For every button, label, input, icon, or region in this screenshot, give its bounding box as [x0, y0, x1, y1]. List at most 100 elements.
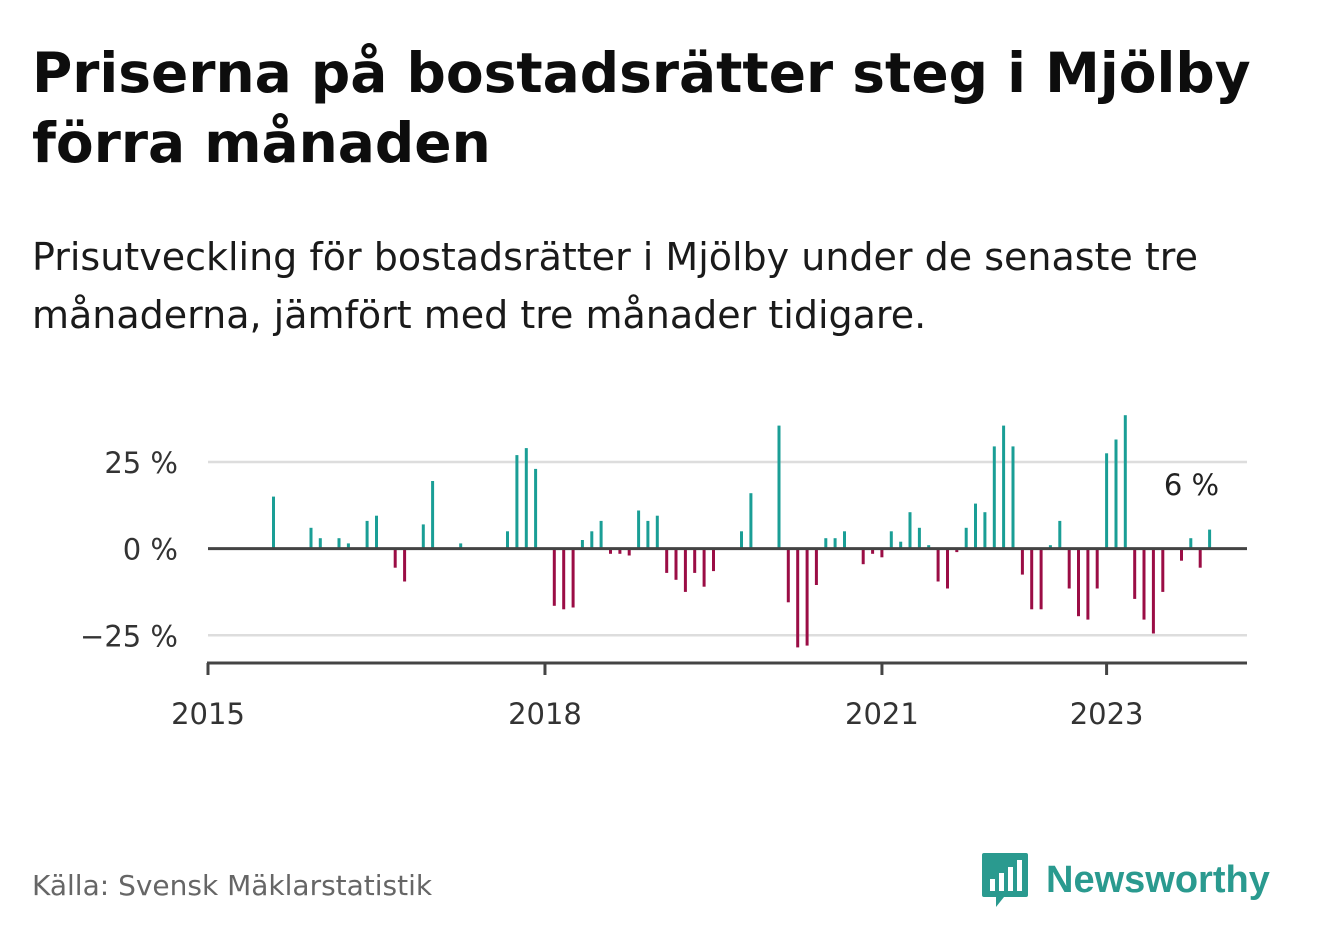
bar: [590, 531, 594, 549]
bar: [431, 481, 435, 549]
bar: [655, 515, 659, 549]
x-tick-label: 2021: [845, 697, 919, 731]
bar: [534, 468, 538, 549]
x-tick-label: 2015: [171, 697, 245, 731]
bar: [1142, 548, 1146, 620]
bar: [646, 520, 650, 549]
bar: [861, 548, 865, 565]
bar: [309, 527, 313, 549]
bar: [955, 548, 959, 553]
bar: [974, 503, 977, 549]
bar: [1105, 453, 1109, 549]
grid-lines: [208, 460, 1247, 637]
bar: [927, 545, 931, 549]
bar: [637, 510, 641, 549]
bar: [740, 531, 743, 549]
bar: [1030, 548, 1034, 610]
bar: [665, 548, 669, 573]
y-tick-labels: 25 % 0 % −25 %: [80, 446, 178, 653]
bar: [693, 548, 697, 573]
bar: [805, 548, 809, 646]
source-note: Källa: Svensk Mäklarstatistik: [32, 869, 433, 902]
bar: [702, 548, 706, 587]
y-tick-label: 25 %: [104, 446, 178, 480]
bar: [908, 512, 912, 549]
bar: [506, 531, 509, 549]
bar: [403, 548, 407, 582]
bar: [871, 548, 875, 554]
bar: [365, 520, 369, 549]
bar: [552, 548, 556, 606]
bar: [946, 548, 949, 589]
bar: [393, 548, 397, 568]
page-subtitle: Prisutveckling för bostadsrätter i Mjölb…: [32, 235, 1198, 337]
brand-logo-block: Newsworthy: [980, 848, 1270, 912]
x-tick-label: 2023: [1070, 697, 1144, 731]
bar: [346, 543, 350, 549]
bar: [880, 548, 884, 558]
bar: [917, 527, 921, 549]
bar: [1039, 548, 1043, 610]
bar: [599, 520, 603, 549]
x-tick-labels: 2015 2018 2021 2023: [171, 663, 1144, 731]
x-tick-label: 2018: [508, 697, 582, 731]
brand-name: Newsworthy: [1046, 858, 1270, 901]
bar: [375, 515, 378, 549]
y-tick-label: 0 %: [123, 533, 178, 567]
bar: [899, 541, 903, 549]
bar: [683, 548, 687, 592]
bar: [786, 548, 790, 603]
bar: [1161, 548, 1165, 592]
bar: [983, 512, 987, 549]
bar: [1198, 548, 1202, 568]
bar: [777, 425, 781, 549]
bar: [272, 496, 275, 549]
bar: [571, 548, 575, 608]
latest-value-annotation: 6 %: [1164, 468, 1219, 502]
bar: [1086, 548, 1090, 620]
bar: [459, 543, 463, 549]
bar: [796, 548, 800, 648]
bar-series: [272, 415, 1212, 648]
bar: [843, 531, 846, 549]
bar: [618, 548, 622, 554]
newsworthy-logo-icon: [982, 853, 1028, 907]
bar: [936, 548, 940, 582]
bar: [1208, 529, 1212, 549]
bar: [674, 548, 678, 580]
bar: [749, 493, 753, 549]
bar: [524, 448, 528, 549]
bar: [421, 524, 425, 549]
y-tick-label: −25 %: [80, 619, 178, 653]
bar: [627, 548, 631, 556]
bar: [889, 531, 893, 549]
bar: [609, 548, 612, 554]
bar: [1058, 520, 1062, 549]
bar: [1095, 548, 1099, 589]
bar: [1151, 548, 1155, 634]
bar: [1002, 425, 1006, 549]
bar: [1114, 439, 1118, 549]
bar: [1077, 548, 1080, 617]
bar: [515, 455, 519, 549]
bar: [337, 538, 341, 549]
bar: [1133, 548, 1137, 599]
bar: [580, 540, 584, 549]
bar: [1020, 548, 1024, 575]
bar: [562, 548, 566, 610]
bar: [1048, 545, 1052, 549]
bar: [1180, 548, 1183, 561]
bar: [318, 538, 322, 549]
bar: [814, 548, 818, 585]
bar: [824, 538, 828, 549]
bar: [992, 446, 996, 549]
page-title: Priserna på bostadsrätter steg i Mjölby …: [32, 41, 1251, 175]
bar: [1123, 415, 1127, 549]
bar: [833, 538, 837, 549]
bar: [1011, 446, 1015, 549]
bar-chart: 25 % 0 % −25 % 2015 2018 2021 2023 6 %: [80, 415, 1247, 731]
bar: [1067, 548, 1071, 589]
bar: [712, 548, 715, 572]
bar: [964, 527, 968, 549]
bar: [1189, 538, 1193, 549]
